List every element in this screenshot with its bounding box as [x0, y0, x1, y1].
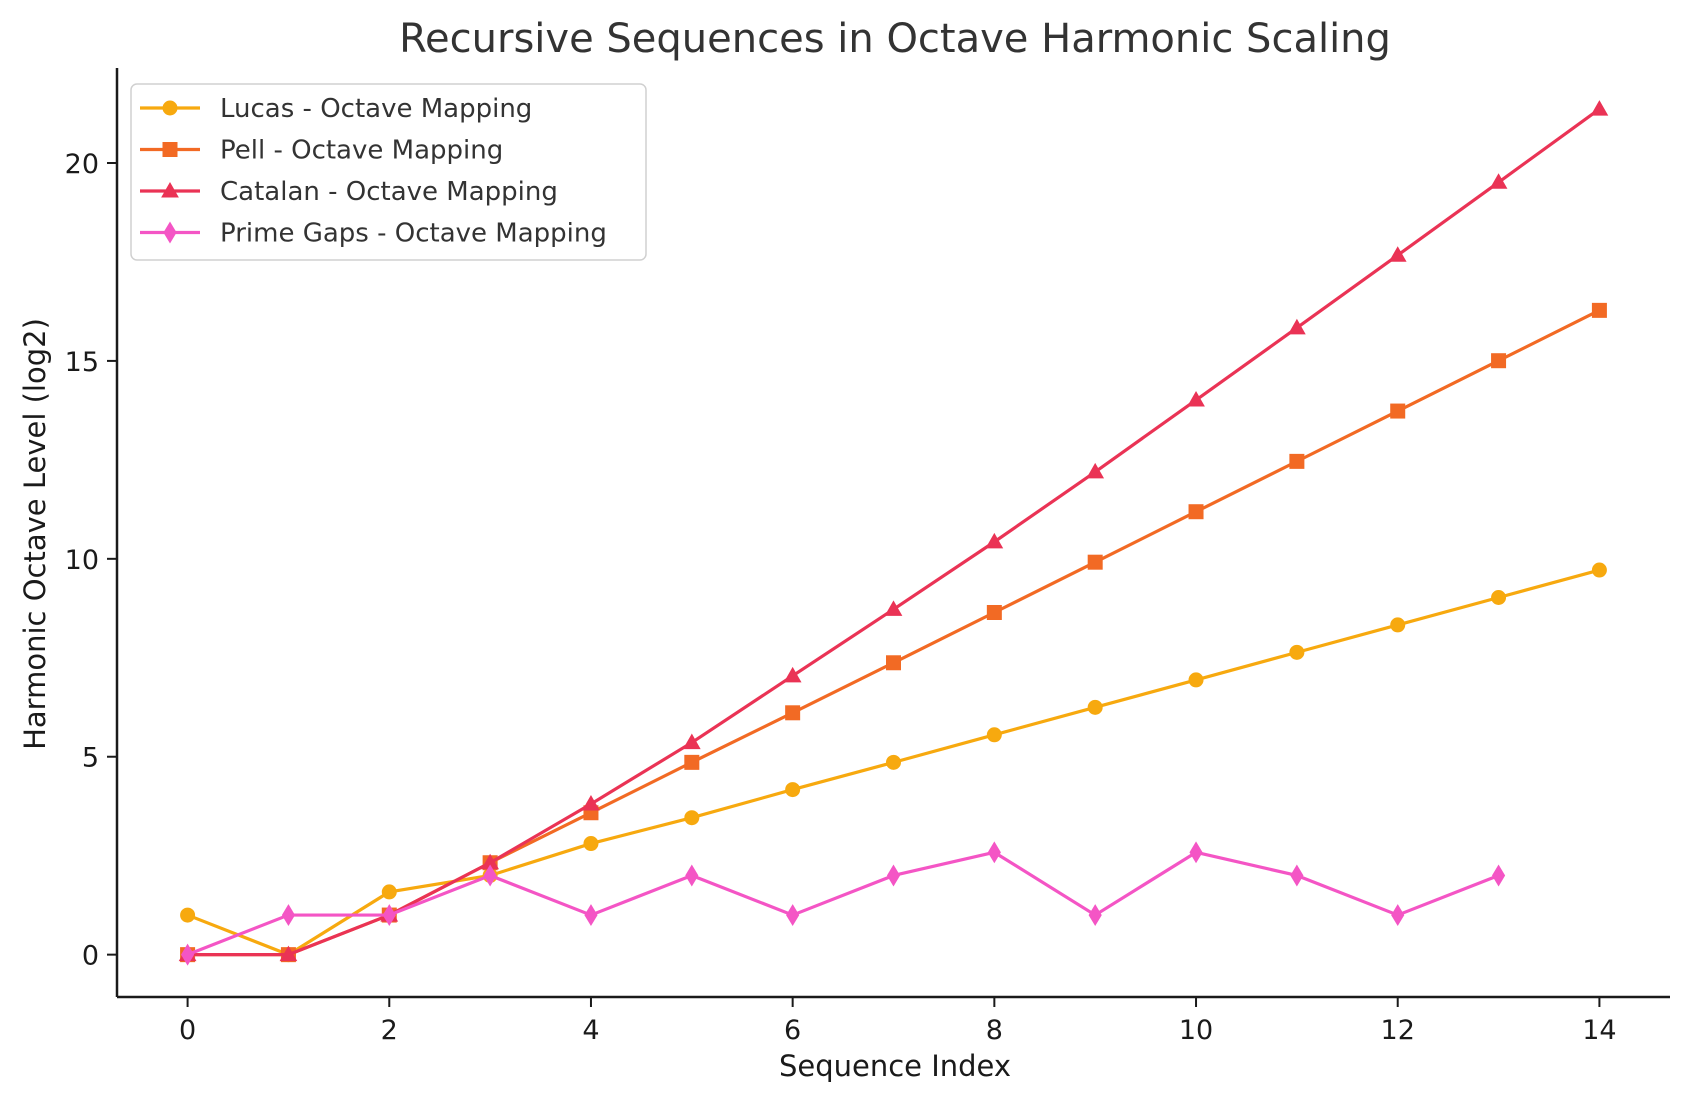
series-line — [187, 850, 1500, 957]
x-axis-label: Sequence Index — [779, 1049, 1011, 1083]
data-point — [785, 782, 801, 798]
data-point — [1390, 403, 1406, 419]
data-point — [987, 841, 1001, 864]
legend-item: Pell - Octave Mapping — [140, 136, 503, 166]
series-line — [187, 308, 1601, 957]
data-point — [1591, 562, 1607, 578]
chart-title: Recursive Sequences in Octave Harmonic S… — [399, 16, 1391, 62]
legend-label: Lucas - Octave Mapping — [220, 94, 532, 124]
x-tick-label: 12 — [1381, 1015, 1415, 1046]
data-point — [986, 604, 1002, 620]
data-point — [1087, 554, 1103, 570]
legend-marker — [163, 221, 177, 244]
data-point — [1289, 644, 1305, 660]
x-tick-label: 0 — [179, 1015, 196, 1046]
y-axis-label: Harmonic Octave Level (log2) — [18, 318, 52, 750]
data-point — [1388, 246, 1407, 262]
legend-box — [130, 83, 647, 261]
data-point — [684, 754, 700, 770]
y-tick-label: 0 — [82, 941, 99, 972]
x-tick-label: 2 — [381, 1015, 398, 1046]
data-point — [1491, 589, 1507, 605]
axes: 0 2 4 6 8 10 12 14 0 5 10 15 20 — [65, 68, 1670, 1046]
data-point — [886, 754, 901, 770]
series-1 — [180, 302, 1607, 963]
data-point — [1591, 302, 1607, 318]
series-0 — [180, 562, 1607, 963]
y-tick-label: 5 — [82, 743, 99, 774]
legend-marker — [162, 100, 178, 116]
data-point — [785, 705, 801, 721]
x-tick-label: 8 — [986, 1015, 1003, 1046]
data-point — [1088, 904, 1102, 927]
x-tick-label: 6 — [784, 1015, 801, 1046]
y-tick-label: 10 — [65, 545, 99, 576]
data-point — [483, 864, 497, 887]
data-point — [1489, 173, 1508, 189]
data-point — [1086, 462, 1105, 479]
data-point — [281, 904, 296, 927]
legend-item: Catalan - Octave Mapping — [140, 177, 558, 207]
legend-label: Pell - Octave Mapping — [220, 136, 503, 166]
data-point — [884, 600, 903, 616]
data-point — [1491, 864, 1506, 887]
data-point — [1188, 672, 1204, 688]
data-point — [1391, 904, 1405, 927]
data-point — [682, 733, 701, 750]
series-3 — [181, 841, 1506, 966]
legend-item: Prime Gaps - Octave Mapping — [140, 219, 607, 249]
legend-label: Catalan - Octave Mapping — [220, 177, 558, 207]
data-point — [1390, 617, 1406, 633]
data-point — [1491, 353, 1507, 369]
legend-marker — [161, 181, 179, 198]
data-point — [986, 727, 1002, 743]
data-point — [181, 943, 195, 966]
data-point — [1288, 318, 1306, 335]
data-point — [382, 904, 396, 927]
legend-marker — [162, 142, 178, 157]
x-tick-label: 10 — [1179, 1015, 1213, 1046]
data-point — [1188, 504, 1204, 520]
data-point — [582, 794, 600, 811]
legend: Lucas - Octave Mapping Pell - Octave Mapp… — [130, 83, 647, 261]
x-tick-label: 4 — [582, 1015, 599, 1046]
data-point — [985, 532, 1004, 549]
data-point — [1590, 100, 1609, 116]
legend-item: Lucas - Octave Mapping — [140, 94, 532, 124]
data-point — [1289, 453, 1305, 469]
data-point — [1189, 841, 1203, 864]
legend-label: Prime Gaps - Octave Mapping — [220, 219, 607, 249]
data-point — [1087, 699, 1103, 715]
series-layer — [178, 100, 1609, 966]
data-point — [684, 810, 700, 826]
data-point — [783, 666, 802, 683]
x-tick-label: 14 — [1582, 1015, 1616, 1046]
y-tick-label: 15 — [65, 347, 99, 378]
data-point — [180, 907, 196, 923]
data-point — [583, 836, 599, 852]
data-point — [886, 655, 901, 671]
data-point — [685, 864, 699, 887]
data-point — [584, 904, 598, 927]
data-point — [279, 945, 298, 962]
data-point — [1290, 864, 1304, 887]
data-point — [886, 864, 901, 887]
data-point — [1187, 391, 1205, 407]
data-point — [786, 904, 800, 927]
y-tick-label: 20 — [65, 149, 99, 180]
data-point — [381, 884, 397, 900]
